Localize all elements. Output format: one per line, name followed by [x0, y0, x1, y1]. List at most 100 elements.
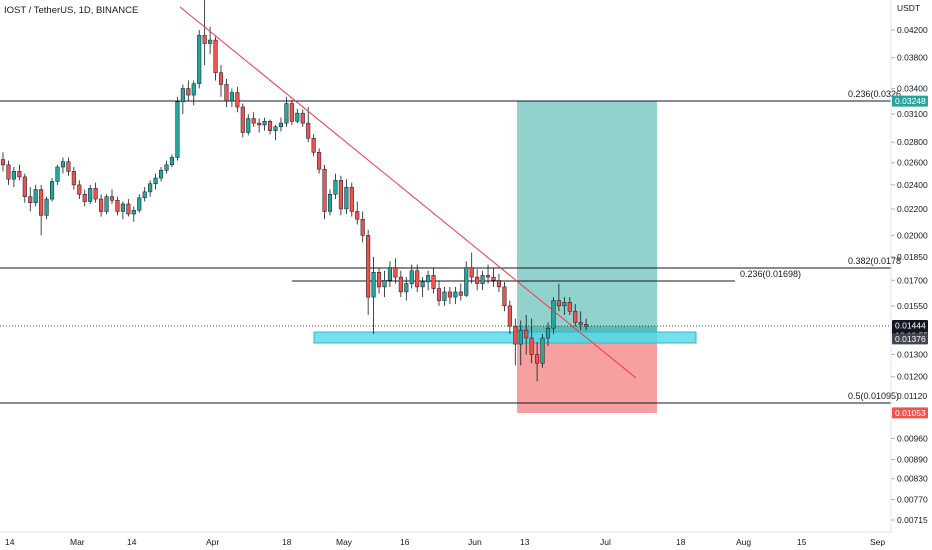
- candle: [507, 300, 512, 335]
- candle-body: [344, 186, 349, 210]
- price-badge: 0.03248: [892, 95, 928, 107]
- time-tick-label: 14: [127, 537, 137, 547]
- position-target-zone[interactable]: [517, 101, 657, 326]
- candle-body: [153, 177, 158, 184]
- candle: [202, 0, 207, 66]
- candle-body: [99, 198, 104, 212]
- candle: [28, 187, 33, 212]
- candle: [295, 108, 300, 124]
- candle: [540, 334, 545, 368]
- candle-body: [131, 209, 136, 215]
- candle-body: [109, 196, 115, 201]
- candle-body: [535, 354, 540, 364]
- candle-body: [208, 39, 213, 44]
- price-tick-label: 0.02200: [897, 204, 928, 214]
- candle: [82, 189, 87, 207]
- time-tick-label: Jul: [600, 537, 611, 547]
- trendline[interactable]: [179, 6, 637, 379]
- candle-body: [77, 184, 82, 195]
- candle-body: [349, 186, 354, 212]
- candle-body: [126, 203, 131, 215]
- candle: [224, 78, 229, 107]
- candle-body: [44, 198, 49, 216]
- time-axis[interactable]: 14 Mar 14 Apr 18 May 16 Jun 13 Jul 18 Aug 15 Sep: [5, 537, 885, 547]
- candle: [447, 286, 452, 305]
- candle: [551, 297, 556, 335]
- level-label-1: 0.236(0.0326: [848, 89, 901, 99]
- price-axis-currency: USDT: [897, 3, 920, 13]
- price-tick-label: 0.03100: [897, 109, 928, 119]
- candle: [535, 342, 540, 382]
- candle: [11, 167, 16, 188]
- candle: [382, 270, 387, 298]
- candle-body: [431, 275, 436, 289]
- candle-body: [382, 280, 387, 288]
- symbol-title[interactable]: IOST / TetherUS, 1D, BINANCE: [4, 5, 138, 16]
- candle: [486, 264, 491, 284]
- candle-body: [556, 300, 561, 307]
- candle: [496, 273, 501, 292]
- candle: [562, 297, 567, 315]
- candle-body: [475, 276, 480, 284]
- candle: [344, 179, 349, 215]
- candle-body: [496, 280, 501, 288]
- price-badge-label: 0.01444: [895, 320, 926, 330]
- candle: [278, 117, 283, 132]
- candle-body: [442, 291, 447, 301]
- candle: [164, 160, 169, 174]
- candle-body: [529, 337, 534, 355]
- candle: [39, 184, 44, 236]
- candle: [268, 119, 273, 135]
- candle-body: [507, 305, 512, 327]
- candle-body: [371, 272, 376, 298]
- candle-body: [11, 171, 16, 180]
- price-badge-bg: [892, 319, 928, 331]
- candle: [317, 148, 322, 174]
- candle: [159, 167, 164, 182]
- candle: [44, 196, 49, 220]
- level-label-3: 0.236(0.01698): [740, 269, 801, 279]
- candle-body: [415, 270, 420, 288]
- candle-body: [55, 166, 60, 182]
- candle: [126, 199, 131, 217]
- candle-body: [202, 35, 207, 44]
- candle: [306, 106, 311, 143]
- candle: [409, 264, 414, 289]
- candle: [6, 160, 11, 185]
- candle-body: [142, 191, 147, 199]
- candle: [545, 322, 551, 347]
- candle: [229, 88, 234, 107]
- candle: [55, 164, 60, 185]
- candle: [327, 189, 333, 216]
- candle: [186, 80, 191, 101]
- candle: [17, 164, 22, 181]
- candle-body: [327, 194, 333, 212]
- candle: [191, 80, 196, 106]
- candle-body: [469, 267, 474, 278]
- candle: [371, 256, 376, 335]
- candle-body: [436, 288, 442, 301]
- candle: [33, 184, 38, 207]
- candle: [584, 318, 589, 331]
- price-axis[interactable]: 0.04200 0.03800 0.03400 0.03100 0.02800 0.026…: [891, 25, 928, 525]
- candle-body: [420, 281, 425, 288]
- candle: [77, 180, 82, 200]
- candle: [71, 167, 76, 190]
- price-tick-label: 0.01300: [897, 350, 928, 360]
- candle: [251, 112, 256, 127]
- price-badge-bg: [892, 333, 928, 345]
- candle: [431, 267, 436, 294]
- position-stop-zone[interactable]: [517, 342, 657, 413]
- candle-body: [317, 152, 322, 170]
- candle-body: [360, 218, 365, 236]
- support-zone[interactable]: [313, 331, 697, 344]
- time-tick-label: Jun: [468, 537, 482, 547]
- candle: [567, 297, 572, 315]
- candle-body: [366, 235, 371, 298]
- candle: [88, 184, 93, 204]
- candle-body: [447, 291, 452, 298]
- time-tick-label: 14: [5, 537, 15, 547]
- candle: [453, 286, 458, 305]
- candle: [442, 286, 447, 306]
